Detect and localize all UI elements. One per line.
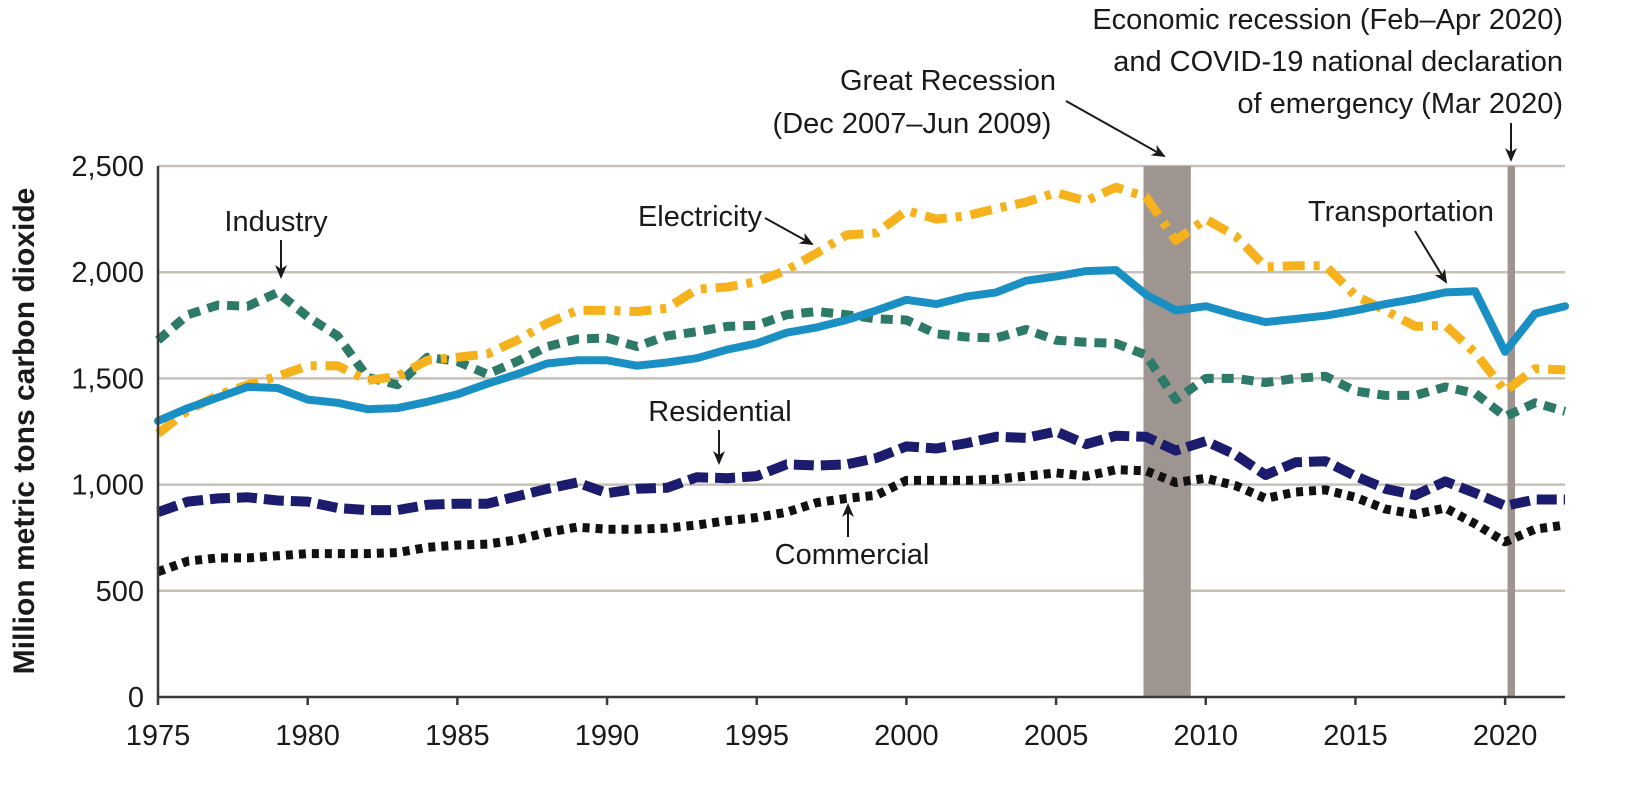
x-tick-labels: 1975 1980 1985 1990 1995 2000 2005 2010 2015 2020	[126, 697, 1538, 752]
x-tick-label-5: 2000	[874, 720, 939, 752]
x-tick-label-4: 1995	[724, 720, 789, 752]
electricity-arrow	[764, 217, 814, 245]
series-lines	[154, 182, 1569, 576]
x-tick-label-6: 2005	[1024, 720, 1089, 752]
x-tick-label-7: 2010	[1174, 720, 1239, 752]
y-axis-label: Million metric tons carbon dioxide	[8, 188, 41, 675]
great-recession-line1: Great Recession	[840, 65, 1056, 97]
electricity-label: Electricity	[638, 201, 763, 233]
x-tick-label-1: 1980	[275, 720, 340, 752]
annotation-commercial: Commercial	[775, 503, 930, 571]
commercial-label: Commercial	[775, 539, 930, 571]
industry-label: Industry	[224, 206, 328, 238]
y-tick-label-5: 2,500	[71, 151, 144, 183]
y-tick-label-3: 1,500	[71, 363, 144, 395]
series-line-residential	[156, 426, 1565, 517]
recession-band-1	[1507, 166, 1516, 697]
series-line-transportation	[154, 266, 1569, 425]
annotation-residential: Residential	[648, 396, 792, 465]
transportation-label: Transportation	[1308, 196, 1494, 228]
x-tick-label-8: 2015	[1323, 720, 1388, 752]
annotation-transportation: Transportation	[1308, 196, 1494, 284]
annotation-covid: Economic recession (Feb–Apr 2020) and CO…	[1092, 4, 1563, 162]
y-tick-label-0: 0	[128, 682, 144, 714]
covid-line2: and COVID-19 national declaration	[1113, 46, 1563, 78]
x-tick-label-9: 2020	[1473, 720, 1538, 752]
x-tick-label-3: 1990	[575, 720, 640, 752]
great-recession-line2: (Dec 2007–Jun 2009)	[773, 108, 1052, 140]
recession-bands	[1143, 166, 1516, 697]
series-line-electricity	[155, 182, 1566, 438]
annotation-great-recession: Great Recession (Dec 2007–Jun 2009)	[773, 65, 1166, 157]
x-tick-label-2: 1985	[425, 720, 490, 752]
y-tick-label-2: 1,000	[71, 470, 144, 502]
transportation-arrow	[1414, 230, 1448, 284]
residential-label: Residential	[648, 396, 791, 428]
annotation-industry: Industry	[224, 206, 328, 279]
series-line-commercial	[156, 465, 1566, 576]
y-tick-label-4: 2,000	[71, 257, 144, 289]
axes	[156, 166, 1565, 699]
y-tick-label-1: 500	[96, 576, 144, 608]
covid-line3: of emergency (Mar 2020)	[1237, 88, 1563, 120]
great-recession-arrow	[1065, 100, 1166, 157]
y-tick-labels: 0 500 1,000 1,500 2,000 2,500	[71, 151, 144, 714]
covid-line1: Economic recession (Feb–Apr 2020)	[1092, 4, 1563, 36]
x-tick-label-0: 1975	[126, 720, 191, 752]
recession-band-0	[1143, 166, 1191, 697]
annotation-electricity: Electricity	[638, 201, 814, 245]
